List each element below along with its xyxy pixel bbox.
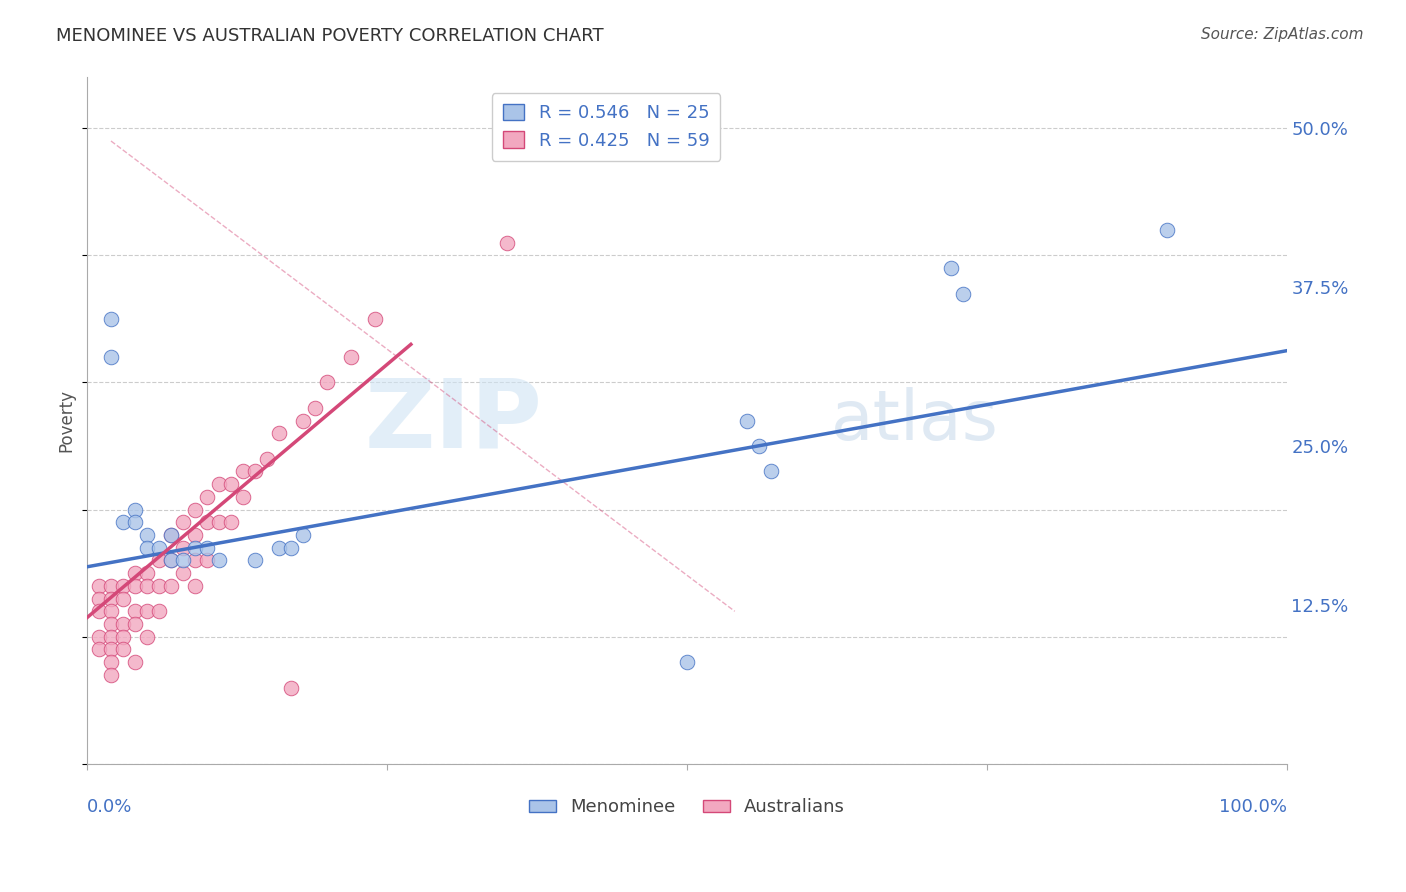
Point [111, 591, 134, 606]
Point [124, 516, 146, 530]
Point [172, 516, 194, 530]
Point [291, 414, 314, 428]
Legend: Menominee, Australians: Menominee, Australians [522, 791, 852, 823]
Point [316, 376, 339, 390]
Point [243, 553, 266, 567]
Point [267, 541, 290, 555]
Point [195, 516, 218, 530]
Point [939, 261, 962, 276]
Text: MENOMINEE VS AUSTRALIAN POVERTY CORRELATION CHART: MENOMINEE VS AUSTRALIAN POVERTY CORRELAT… [56, 27, 603, 45]
Point [675, 655, 697, 669]
Point [184, 579, 207, 593]
Point [111, 630, 134, 644]
Point [111, 516, 134, 530]
Point [100, 350, 122, 364]
Point [208, 553, 231, 567]
Point [219, 477, 242, 491]
Point [100, 617, 122, 632]
Point [124, 655, 146, 669]
Point [195, 541, 218, 555]
Point [160, 528, 183, 542]
Point [100, 642, 122, 657]
Point [100, 668, 122, 682]
Point [87, 604, 110, 618]
Point [208, 477, 231, 491]
Point [291, 528, 314, 542]
Point [148, 579, 170, 593]
Text: ZIP: ZIP [366, 374, 543, 467]
Point [124, 566, 146, 581]
Point [100, 312, 122, 326]
Point [160, 553, 183, 567]
Point [184, 502, 207, 516]
Point [111, 642, 134, 657]
Point [364, 312, 387, 326]
Text: 0.0%: 0.0% [87, 797, 132, 816]
Point [100, 630, 122, 644]
Point [172, 566, 194, 581]
Point [267, 426, 290, 441]
Point [735, 414, 758, 428]
Point [232, 490, 254, 504]
Point [100, 604, 122, 618]
Point [148, 541, 170, 555]
Point [495, 235, 517, 250]
Point [136, 528, 159, 542]
Point [100, 579, 122, 593]
Point [172, 541, 194, 555]
Point [87, 579, 110, 593]
Point [184, 528, 207, 542]
Text: atlas: atlas [831, 387, 998, 454]
Point [172, 553, 194, 567]
Point [208, 516, 231, 530]
Point [160, 528, 183, 542]
Text: 100.0%: 100.0% [1219, 797, 1286, 816]
Point [243, 465, 266, 479]
Point [232, 465, 254, 479]
Point [136, 630, 159, 644]
Point [111, 617, 134, 632]
Point [124, 617, 146, 632]
Point [87, 642, 110, 657]
Point [87, 591, 110, 606]
Point [340, 350, 363, 364]
Point [136, 579, 159, 593]
Text: Source: ZipAtlas.com: Source: ZipAtlas.com [1201, 27, 1364, 42]
Point [111, 579, 134, 593]
Point [136, 604, 159, 618]
Point [160, 553, 183, 567]
Point [195, 553, 218, 567]
Point [952, 286, 974, 301]
Point [124, 604, 146, 618]
Y-axis label: Poverty: Poverty [58, 389, 75, 452]
Point [759, 465, 782, 479]
Point [184, 541, 207, 555]
Point [219, 516, 242, 530]
Point [748, 439, 770, 453]
Point [160, 579, 183, 593]
Point [124, 579, 146, 593]
Point [100, 655, 122, 669]
Point [136, 541, 159, 555]
Point [184, 553, 207, 567]
Point [124, 502, 146, 516]
Point [195, 490, 218, 504]
Point [1156, 223, 1178, 237]
Point [256, 451, 278, 466]
Point [136, 566, 159, 581]
Point [280, 681, 302, 695]
Point [87, 630, 110, 644]
Point [148, 553, 170, 567]
Point [100, 591, 122, 606]
Point [148, 604, 170, 618]
Point [304, 401, 326, 415]
Point [280, 541, 302, 555]
